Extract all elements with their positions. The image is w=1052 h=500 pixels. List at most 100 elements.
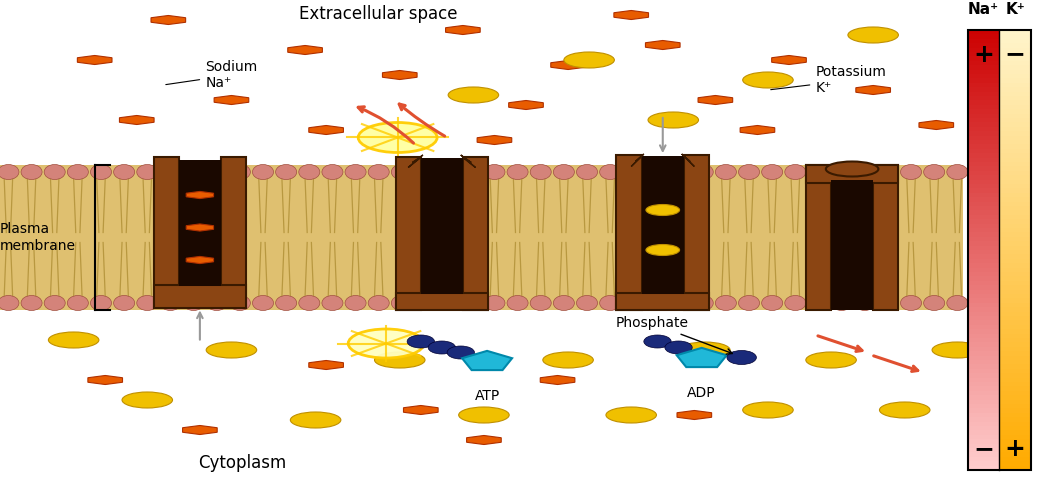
Text: +: + bbox=[1005, 437, 1026, 461]
Ellipse shape bbox=[461, 296, 482, 310]
Bar bbox=[999, 78, 1031, 83]
Bar bbox=[968, 48, 999, 52]
Bar bbox=[968, 96, 999, 100]
Polygon shape bbox=[772, 56, 806, 64]
Ellipse shape bbox=[290, 412, 341, 428]
Ellipse shape bbox=[543, 352, 593, 368]
Text: Potassium
K⁺: Potassium K⁺ bbox=[771, 65, 886, 95]
Bar bbox=[968, 56, 999, 61]
Ellipse shape bbox=[762, 164, 783, 180]
Polygon shape bbox=[462, 351, 512, 370]
Circle shape bbox=[644, 335, 671, 348]
Text: ADP: ADP bbox=[687, 386, 716, 400]
Ellipse shape bbox=[739, 164, 760, 180]
Ellipse shape bbox=[530, 164, 551, 180]
Bar bbox=[968, 259, 999, 263]
Polygon shape bbox=[509, 100, 543, 110]
Ellipse shape bbox=[322, 296, 343, 310]
Bar bbox=[999, 316, 1031, 320]
Ellipse shape bbox=[276, 164, 297, 180]
Bar bbox=[968, 127, 999, 131]
Bar bbox=[999, 232, 1031, 237]
Text: Sodium
Na⁺: Sodium Na⁺ bbox=[166, 60, 258, 90]
Ellipse shape bbox=[229, 164, 250, 180]
Bar bbox=[616, 155, 642, 310]
Bar bbox=[968, 162, 999, 166]
Bar bbox=[968, 369, 999, 373]
Bar bbox=[968, 109, 999, 114]
Ellipse shape bbox=[877, 296, 898, 310]
Bar bbox=[968, 298, 999, 303]
Circle shape bbox=[428, 341, 456, 354]
Bar bbox=[999, 254, 1031, 259]
Bar bbox=[968, 426, 999, 430]
Bar bbox=[999, 382, 1031, 386]
Bar bbox=[999, 452, 1031, 457]
Ellipse shape bbox=[391, 296, 412, 310]
Ellipse shape bbox=[785, 296, 806, 310]
Bar bbox=[999, 448, 1031, 452]
Bar bbox=[999, 202, 1031, 206]
Ellipse shape bbox=[67, 296, 88, 310]
Ellipse shape bbox=[507, 164, 528, 180]
Bar bbox=[999, 193, 1031, 197]
Bar bbox=[806, 165, 898, 182]
Bar bbox=[999, 246, 1031, 250]
Bar bbox=[999, 281, 1031, 285]
Bar bbox=[999, 153, 1031, 158]
Bar bbox=[873, 165, 898, 310]
Bar bbox=[968, 408, 999, 413]
Ellipse shape bbox=[461, 164, 482, 180]
Bar bbox=[999, 329, 1031, 334]
Bar bbox=[968, 303, 999, 307]
Bar bbox=[968, 193, 999, 197]
Bar bbox=[999, 338, 1031, 342]
Bar bbox=[968, 184, 999, 188]
Ellipse shape bbox=[600, 296, 621, 310]
Bar bbox=[968, 338, 999, 342]
Bar bbox=[968, 175, 999, 180]
Bar bbox=[968, 395, 999, 400]
Ellipse shape bbox=[576, 164, 598, 180]
Bar bbox=[999, 334, 1031, 338]
Bar bbox=[999, 351, 1031, 356]
Bar bbox=[968, 43, 999, 48]
Bar bbox=[999, 237, 1031, 241]
Ellipse shape bbox=[901, 296, 922, 310]
Bar bbox=[999, 70, 1031, 74]
Ellipse shape bbox=[252, 164, 274, 180]
Bar bbox=[968, 149, 999, 153]
Text: K⁺: K⁺ bbox=[1006, 2, 1025, 18]
Text: Extracellular space: Extracellular space bbox=[300, 5, 458, 23]
Bar bbox=[968, 188, 999, 193]
Polygon shape bbox=[446, 26, 480, 35]
Bar bbox=[616, 292, 709, 310]
Bar bbox=[968, 118, 999, 122]
Bar bbox=[421, 158, 463, 294]
Bar bbox=[968, 457, 999, 461]
Ellipse shape bbox=[854, 296, 875, 310]
Bar bbox=[806, 165, 831, 310]
Ellipse shape bbox=[564, 52, 614, 68]
Bar bbox=[999, 259, 1031, 263]
Bar bbox=[968, 312, 999, 316]
Bar bbox=[999, 320, 1031, 325]
Bar bbox=[968, 224, 999, 228]
Bar bbox=[999, 298, 1031, 303]
Ellipse shape bbox=[137, 164, 158, 180]
Bar bbox=[999, 439, 1031, 444]
Ellipse shape bbox=[368, 164, 389, 180]
Ellipse shape bbox=[67, 164, 88, 180]
Bar bbox=[999, 158, 1031, 162]
Ellipse shape bbox=[90, 296, 112, 310]
Bar bbox=[968, 391, 999, 395]
Bar bbox=[999, 100, 1031, 105]
Bar bbox=[999, 466, 1031, 470]
Bar bbox=[968, 276, 999, 281]
Bar bbox=[968, 136, 999, 140]
Polygon shape bbox=[682, 154, 694, 166]
Ellipse shape bbox=[459, 407, 509, 423]
Ellipse shape bbox=[160, 164, 181, 180]
Ellipse shape bbox=[414, 164, 436, 180]
Ellipse shape bbox=[391, 164, 412, 180]
